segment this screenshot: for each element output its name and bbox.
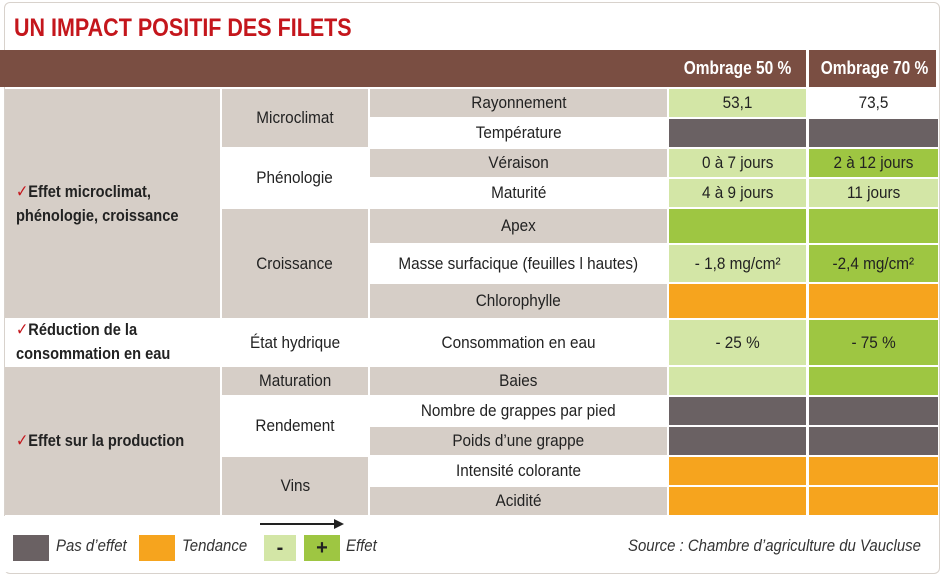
- value-50-poids-grappe: [669, 427, 806, 455]
- effect-arrow-icon: [334, 519, 344, 529]
- value-70-nombre-grappes: [809, 397, 938, 425]
- value-50-chlorophylle: [669, 284, 806, 318]
- section-label-production: ✓Effet sur la production: [16, 431, 185, 450]
- section-cell-microclimat: [5, 89, 220, 318]
- param-poids-grappe: Poids d’une grappe: [370, 427, 667, 455]
- value-50-consommation-eau: - 25 %: [669, 320, 806, 365]
- value-50-temperature: [669, 119, 806, 147]
- effect-arrow-line: [260, 523, 336, 525]
- param-temperature: Température: [370, 119, 667, 147]
- group-microclimat: Microclimat: [222, 89, 368, 147]
- value-70-consommation-eau: - 75 %: [809, 320, 938, 365]
- check-icon: ✓: [16, 182, 29, 201]
- value-70-rayonnement: 73,5: [809, 89, 938, 117]
- section-label-microclimat: ✓Effet microclimat, phénologie, croissan…: [16, 182, 179, 225]
- param-apex: Apex: [370, 209, 667, 243]
- param-rayonnement: Rayonnement: [370, 89, 667, 117]
- value-50-baies: [669, 367, 806, 395]
- param-consommation-eau: Consommation en eau: [370, 320, 667, 365]
- value-70-baies: [809, 367, 938, 395]
- source-credit: Source : Chambre d’agriculture du Vauclu…: [628, 536, 921, 555]
- param-nombre-grappes: Nombre de grappes par pied: [370, 397, 667, 425]
- legend-swatch-plus: +: [304, 535, 340, 561]
- legend-swatch-trend: [139, 535, 175, 561]
- param-chlorophylle: Chlorophylle: [370, 284, 667, 318]
- param-intensite-colorante: Intensité colorante: [370, 457, 667, 485]
- page-title: UN IMPACT POSITIF DES FILETS: [14, 14, 352, 42]
- value-70-maturite: 11 jours: [809, 179, 938, 207]
- value-50-rayonnement: 53,1: [669, 89, 806, 117]
- value-50-intensite-colorante: [669, 457, 806, 485]
- value-70-acidite: [809, 487, 938, 515]
- group-vins: Vins: [222, 457, 368, 515]
- param-veraison: Véraison: [370, 149, 667, 177]
- section-cell-production: [5, 367, 220, 515]
- value-50-nombre-grappes: [669, 397, 806, 425]
- group-croissance: Croissance: [222, 209, 368, 318]
- param-baies: Baies: [370, 367, 667, 395]
- value-50-maturite: 4 à 9 jours: [669, 179, 806, 207]
- section-label-eau: ✓Réduction de la consommation en eau: [16, 320, 171, 363]
- value-50-masse-surfacique: - 1,8 mg/cm²: [669, 245, 806, 282]
- group-rendement: Rendement: [222, 397, 368, 455]
- header-ombrage-50: Ombrage 50 %: [683, 58, 792, 78]
- header-divider: [806, 50, 809, 87]
- value-70-masse-surfacique: -2,4 mg/cm²: [809, 245, 938, 282]
- value-50-veraison: 0 à 7 jours: [669, 149, 806, 177]
- header-ombrage-70: Ombrage 70 %: [820, 58, 929, 78]
- group-phenologie: Phénologie: [222, 149, 368, 207]
- legend-swatch-no-effect: [13, 535, 49, 561]
- legend-swatch-minus: -: [264, 535, 296, 561]
- param-masse-surfacique: Masse surfacique (feuilles l hautes): [370, 245, 667, 282]
- param-acidite: Acidité: [370, 487, 667, 515]
- value-70-apex: [809, 209, 938, 243]
- group-etat-hydrique: État hydrique: [222, 320, 368, 365]
- legend-label-no-effect: Pas d’effet: [56, 536, 127, 555]
- value-70-chlorophylle: [809, 284, 938, 318]
- value-70-veraison: 2 à 12 jours: [809, 149, 938, 177]
- value-70-temperature: [809, 119, 938, 147]
- legend-label-effect: Effet: [346, 536, 377, 555]
- value-50-acidite: [669, 487, 806, 515]
- value-70-intensite-colorante: [809, 457, 938, 485]
- check-icon: ✓: [16, 431, 29, 450]
- section-cell-eau: [5, 320, 220, 365]
- check-icon: ✓: [16, 320, 29, 339]
- param-maturite: Maturité: [370, 179, 667, 207]
- table-header-bar: [0, 50, 936, 87]
- legend-label-trend: Tendance: [182, 536, 248, 555]
- value-70-poids-grappe: [809, 427, 938, 455]
- value-50-apex: [669, 209, 806, 243]
- group-maturation: Maturation: [222, 367, 368, 395]
